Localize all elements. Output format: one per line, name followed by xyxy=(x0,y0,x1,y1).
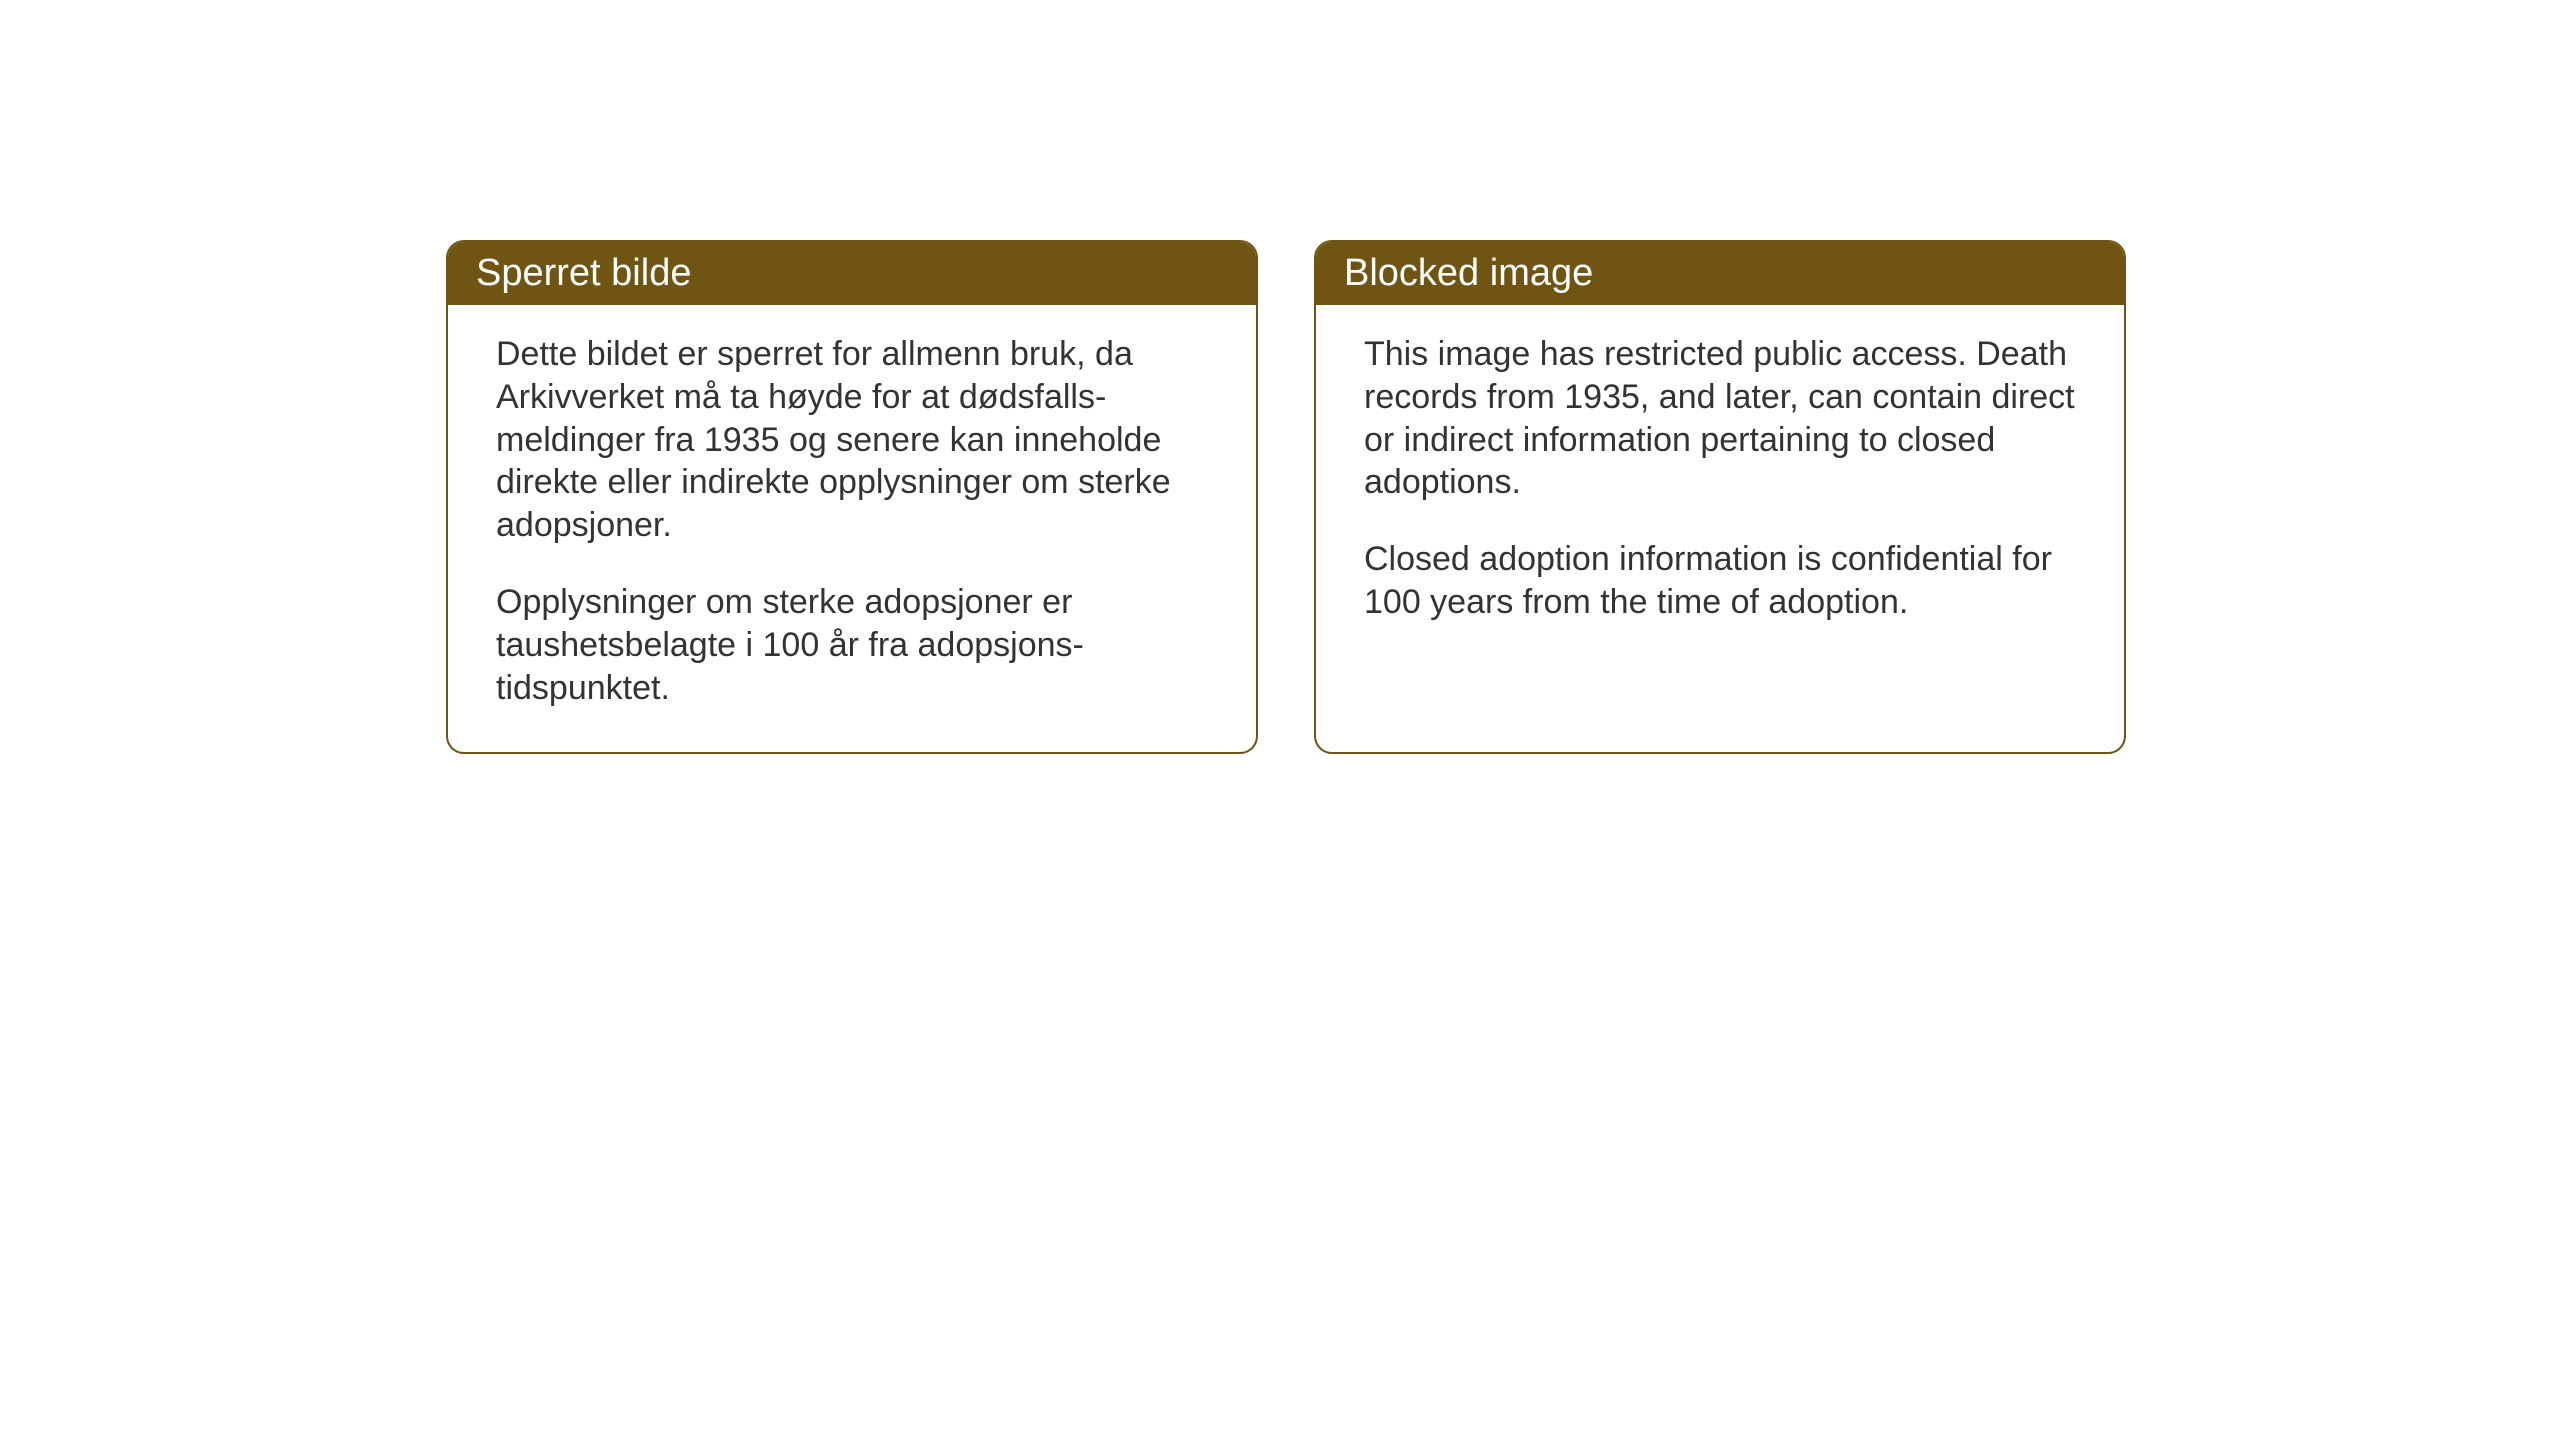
card-norwegian-paragraph-1: Dette bildet er sperret for allmenn bruk… xyxy=(496,333,1208,547)
card-norwegian-body: Dette bildet er sperret for allmenn bruk… xyxy=(448,305,1256,748)
card-english-body: This image has restricted public access.… xyxy=(1316,305,2124,662)
card-norwegian: Sperret bilde Dette bildet er sperret fo… xyxy=(446,240,1258,754)
card-english-header: Blocked image xyxy=(1316,242,2124,305)
card-english-paragraph-2: Closed adoption information is confident… xyxy=(1364,538,2076,624)
card-norwegian-title: Sperret bilde xyxy=(476,252,691,294)
card-english-title: Blocked image xyxy=(1344,252,1593,294)
card-english-paragraph-1: This image has restricted public access.… xyxy=(1364,333,2076,504)
card-norwegian-header: Sperret bilde xyxy=(448,242,1256,305)
cards-container: Sperret bilde Dette bildet er sperret fo… xyxy=(446,240,2126,754)
card-english: Blocked image This image has restricted … xyxy=(1314,240,2126,754)
card-norwegian-paragraph-2: Opplysninger om sterke adopsjoner er tau… xyxy=(496,581,1208,709)
